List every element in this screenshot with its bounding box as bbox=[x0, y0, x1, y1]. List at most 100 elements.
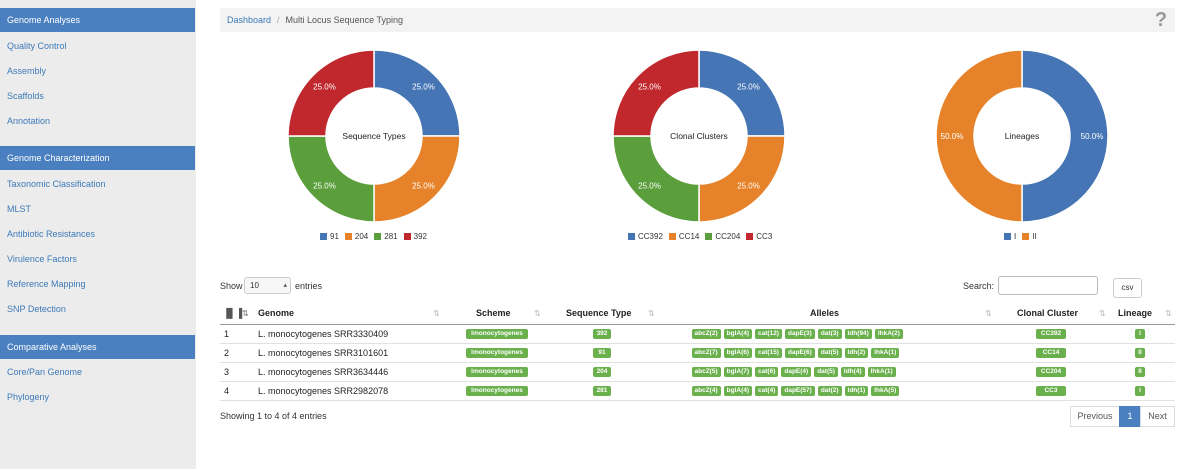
breadcrumb-current: Multi Locus Sequence Typing bbox=[285, 15, 403, 25]
table-row: 4 L. monocytogenes SRR2982078 lmonocytogen… bbox=[220, 382, 1175, 401]
allele-badge: lhkA(1) bbox=[871, 348, 900, 358]
col-header-sequence-type[interactable]: Sequence Type bbox=[566, 308, 632, 318]
donut-slice[interactable] bbox=[935, 49, 1023, 223]
donut-slice[interactable] bbox=[287, 49, 375, 137]
nav-item-core-pan-genome[interactable]: Core/Pan Genome bbox=[7, 367, 83, 377]
donut-slice[interactable] bbox=[1021, 49, 1109, 223]
alleles-list: abcZ(2) bglA(4) cat(12) dapE(3) dat(3) ldh(94… bbox=[691, 329, 906, 339]
allele-badge: abcZ(4) bbox=[691, 386, 721, 396]
donut-slice[interactable] bbox=[698, 49, 786, 137]
table-row: 1 L. monocytogenes SRR3330409 lmonocytogen… bbox=[220, 325, 1175, 344]
donut-slice[interactable] bbox=[373, 49, 461, 137]
legend-item[interactable]: II bbox=[1022, 232, 1037, 241]
nav-item-phylogeny[interactable]: Phylogeny bbox=[7, 392, 50, 402]
clonal-cluster-badge: CC392 bbox=[1036, 329, 1066, 339]
clonal-clusters-legend: CC392 CC14 CC204 CC3 bbox=[628, 232, 778, 241]
lineage-badge: II bbox=[1135, 348, 1145, 358]
legend-item[interactable]: CC204 bbox=[705, 232, 740, 241]
col-header-lineage[interactable]: Lineage bbox=[1118, 308, 1153, 318]
clonal-clusters-chart: 25.0% 25.0% 25.0% 25.0% Clonal Clusters bbox=[612, 49, 786, 223]
legend-label: CC3 bbox=[756, 232, 773, 241]
legend-item[interactable]: CC392 bbox=[628, 232, 663, 241]
donut-slice[interactable] bbox=[373, 135, 461, 223]
donut-slice[interactable] bbox=[698, 135, 786, 223]
pagination-page-1[interactable]: 1 bbox=[1119, 406, 1141, 427]
col-header-alleles[interactable]: Alleles bbox=[810, 308, 840, 318]
allele-badge: ldh(1) bbox=[844, 386, 869, 396]
lineage-badge: I bbox=[1135, 329, 1145, 339]
breadcrumb-dashboard-link[interactable]: Dashboard bbox=[227, 15, 272, 25]
slice-value-label: 25.0% bbox=[313, 181, 336, 190]
donut-slice[interactable] bbox=[287, 135, 375, 223]
col-header-clonal-cluster[interactable]: Clonal Cluster bbox=[1017, 308, 1079, 318]
table-row: 3 L. monocytogenes SRR3634446 lmonocytogen… bbox=[220, 363, 1175, 382]
clonal-cluster-badge: CC14 bbox=[1036, 348, 1066, 358]
nav-section-genome-analyses[interactable]: Genome Analyses bbox=[0, 8, 195, 32]
legend-label: 91 bbox=[330, 232, 339, 241]
slice-value-label: 25.0% bbox=[737, 83, 760, 92]
nav-section-comparative-analyses[interactable]: Comparative Analyses bbox=[0, 335, 195, 359]
allele-badge: bglA(4) bbox=[723, 329, 753, 339]
csv-export-button[interactable]: csv bbox=[1113, 278, 1142, 298]
sequence-type-badge: 91 bbox=[593, 348, 611, 358]
pagination-previous-button[interactable]: Previous bbox=[1070, 406, 1120, 427]
legend-item[interactable]: CC14 bbox=[668, 232, 699, 241]
allele-badge: ldh(2) bbox=[844, 348, 869, 358]
table-row: 2 L. monocytogenes SRR3101601 lmonocytogen… bbox=[220, 344, 1175, 363]
legend-swatch bbox=[746, 233, 754, 240]
sort-ascending-icon[interactable]: ⇅ bbox=[242, 309, 249, 318]
legend-label: I bbox=[1014, 232, 1017, 241]
nav-item-snp-detection[interactable]: SNP Detection bbox=[7, 304, 66, 314]
show-label: Show bbox=[220, 281, 243, 291]
entries-length-select[interactable]: 10 ▴ bbox=[244, 277, 291, 294]
donut-slice[interactable] bbox=[612, 49, 700, 137]
nav-item-scaffolds[interactable]: Scaffolds bbox=[7, 91, 44, 101]
sequence-type-badge: 281 bbox=[593, 386, 611, 396]
sort-icon[interactable]: ⇅ bbox=[433, 309, 440, 318]
chart-title: Clonal Clusters bbox=[670, 131, 728, 141]
legend-swatch bbox=[705, 233, 713, 240]
question-mark-icon[interactable]: ? bbox=[1154, 9, 1168, 31]
barcode-icon[interactable]: ▐▌▐ bbox=[223, 308, 243, 318]
col-header-genome[interactable]: Genome bbox=[258, 308, 295, 318]
pagination-next-button[interactable]: Next bbox=[1140, 406, 1175, 427]
allele-badge: lhkA(1) bbox=[867, 367, 896, 377]
legend-item[interactable]: 204 bbox=[344, 232, 368, 241]
legend-item[interactable]: 91 bbox=[320, 232, 339, 241]
sequence-type-badge: 204 bbox=[593, 367, 611, 377]
legend-swatch bbox=[374, 233, 382, 240]
sort-icon[interactable]: ⇅ bbox=[648, 309, 655, 318]
sort-icon[interactable]: ⇅ bbox=[534, 309, 541, 318]
sort-icon[interactable]: ⇅ bbox=[1165, 309, 1172, 318]
donut-slice[interactable] bbox=[612, 135, 700, 223]
scheme-badge: lmonocytogenes bbox=[466, 348, 528, 358]
slice-value-label: 50.0% bbox=[1081, 132, 1104, 141]
legend-swatch bbox=[1004, 233, 1011, 240]
legend-item[interactable]: 281 bbox=[374, 232, 398, 241]
col-header-scheme[interactable]: Scheme bbox=[476, 308, 511, 318]
nav-section-genome-characterization[interactable]: Genome Characterization bbox=[0, 146, 195, 170]
legend-swatch bbox=[628, 233, 635, 240]
nav-item-annotation[interactable]: Annotation bbox=[7, 116, 51, 126]
sort-icon[interactable]: ⇅ bbox=[1099, 309, 1106, 318]
nav-item-quality-control[interactable]: Quality Control bbox=[7, 41, 67, 51]
nav-item-reference-mapping[interactable]: Reference Mapping bbox=[7, 279, 86, 289]
allele-badge: dat(5) bbox=[814, 367, 838, 377]
allele-badge: dapE(3) bbox=[784, 329, 815, 339]
nav-item-taxonomic-classification[interactable]: Taxonomic Classification bbox=[7, 179, 106, 189]
genome-cell: L. monocytogenes SRR2982078 bbox=[258, 386, 389, 396]
breadcrumb: Dashboard / Multi Locus Sequence Typing ? bbox=[220, 8, 1175, 32]
sort-icon[interactable]: ⇅ bbox=[985, 309, 992, 318]
nav-item-antibiotic-resistances[interactable]: Antibiotic Resistances bbox=[7, 229, 96, 239]
legend-item[interactable]: I bbox=[1004, 232, 1016, 241]
search-input[interactable] bbox=[998, 276, 1098, 295]
row-index: 1 bbox=[224, 329, 230, 339]
allele-badge: ldh(4) bbox=[840, 367, 865, 377]
table-info: Showing 1 to 4 of 4 entries bbox=[220, 411, 327, 421]
legend-item[interactable]: 392 bbox=[403, 232, 427, 241]
lineages-legend: I II bbox=[1004, 232, 1043, 241]
nav-item-assembly[interactable]: Assembly bbox=[7, 66, 47, 76]
legend-item[interactable]: CC3 bbox=[746, 232, 772, 241]
nav-item-mlst[interactable]: MLST bbox=[7, 204, 32, 214]
nav-item-virulence-factors[interactable]: Virulence Factors bbox=[7, 254, 77, 264]
